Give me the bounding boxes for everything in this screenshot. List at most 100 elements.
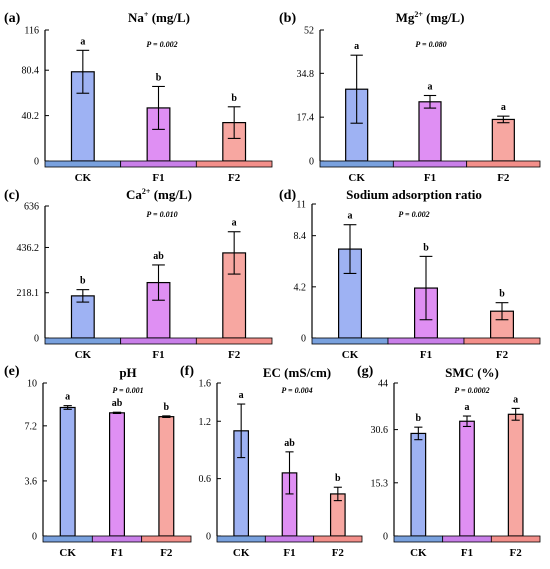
panel-title: pH [119,365,136,380]
error-bar-F1 [462,415,472,428]
error-bar-CK [63,405,72,410]
panel-title: Mg2+ (mg/L) [396,10,465,25]
x-tick-label-F1: F1 [152,349,164,361]
x-tick-label-F1: F1 [283,547,295,559]
category-strip-F1 [120,160,197,168]
x-tick-label-CK: CK [233,547,250,559]
panel-title: EC (mS/cm) [263,365,331,380]
panel-label: (c) [4,188,20,203]
y-tick-label: 0 [301,334,306,345]
significance-letter-CK: b [80,276,86,287]
significance-letter-F1: a [465,402,470,413]
y-tick-label: 15.3 [371,478,389,489]
x-tick-label-CK: CK [410,547,427,559]
x-tick-label-F1: F1 [420,349,432,361]
significance-letter-F2: a [232,218,237,229]
x-tick-label-F2: F2 [228,172,241,184]
y-tick-label: 11 [296,200,306,211]
panel-label: (g) [357,364,374,379]
category-strip-F2 [490,535,541,543]
significance-letter-F1: ab [153,251,164,262]
x-tick-label-F2: F2 [228,349,241,361]
panel-f: (f) EC (mS/cm) P = 0.004 0 0.6 1.2 1.6 a CK ab F1 b… [180,364,363,559]
y-tick-label: 1.2 [199,417,212,428]
x-tick-label-F1: F1 [111,547,123,559]
y-tick-label: 636 [24,202,39,213]
y-tick-label: 436.2 [17,243,40,254]
significance-letter-CK: a [65,392,70,403]
category-strip-F1 [442,535,492,543]
x-tick-label-F2: F2 [496,349,509,361]
y-tick-label: 0 [34,334,39,345]
panel-e: (e) pH P = 0.001 0 3.6 7.2 10 a CK ab F1 b F2 [4,364,192,559]
significance-letter-F1: b [423,242,429,253]
bar-F1 [459,420,475,537]
panel-d: (d) Sodium adsorption ratio P = 0.002 0 4.2 8… [279,187,541,361]
significance-letter-F2: b [335,473,341,484]
error-bar-CK [414,426,423,441]
x-tick-label-CK: CK [342,349,359,361]
x-tick-label-CK: CK [59,547,76,559]
p-value: P = 0.002 [146,40,177,49]
significance-letter-CK: a [80,36,85,47]
p-value: P = 0.001 [112,386,143,395]
x-tick-label-F1: F1 [152,172,164,184]
category-strip-F1 [387,337,465,345]
panel-label: (d) [279,188,296,203]
significance-letter-F1: ab [284,438,295,449]
significance-letter-F1: b [156,72,162,83]
category-strip-F2 [463,337,541,345]
error-bar-F1 [423,94,437,109]
y-tick-label: 30.6 [371,425,389,436]
y-tick-label: 7.2 [25,421,38,432]
error-bar-F2 [495,302,509,321]
error-bar-F2 [497,115,510,124]
p-value: P = 0.080 [415,40,446,49]
error-bar-CK [76,49,90,94]
y-tick-label: 0 [206,532,211,543]
error-bar-F2 [511,407,520,421]
error-bar-CK [237,403,246,459]
error-bar-F1 [285,451,294,495]
category-strip-F2 [195,160,273,168]
y-tick-label: 34.8 [297,69,315,80]
bar-CK [410,432,427,537]
category-strip-F2 [195,337,273,345]
category-strip-CK [319,160,394,168]
p-value: P = 0.0002 [454,386,489,395]
panel-label: (a) [4,11,21,26]
x-tick-label-F1: F1 [461,547,473,559]
category-strip-F1 [120,337,197,345]
x-tick-label-F2: F2 [497,172,510,184]
panel-c: (c) Ca2+ (mg/L) P = 0.010 0 218.1 436.2 636 b CK… [4,187,273,361]
significance-letter-F2: a [501,102,506,113]
y-tick-label: 3.6 [25,476,38,487]
significance-letter-F2: b [231,93,237,104]
significance-letter-F2: a [513,394,518,405]
panel-title: Sodium adsorption ratio [346,187,482,202]
error-bar-F1 [152,264,165,301]
category-strip-CK [44,160,122,168]
error-bar-F2 [227,231,241,275]
panel-title: Na+ (mg/L) [128,10,190,25]
y-tick-label: 80.4 [22,66,40,77]
y-tick-label: 0 [32,532,37,543]
y-tick-label: 218.1 [17,288,40,299]
category-strip-CK [216,535,266,543]
panel-title: SMC (%) [445,365,499,380]
y-tick-label: 0.6 [199,474,212,485]
y-tick-label: 17.4 [297,113,315,124]
category-strip-CK [44,337,122,345]
y-tick-label: 52 [304,26,314,37]
panel-label: (e) [4,364,20,379]
category-strip-F1 [392,160,468,168]
significance-letter-CK: a [239,390,244,401]
panel-title: Ca2+ (mg/L) [126,187,192,202]
category-strip-F1 [264,535,315,543]
panel-a: (a) Na+ (mg/L) P = 0.002 0 40.2 80.4 116 a CK b F1… [4,10,273,184]
y-tick-label: 0 [383,532,388,543]
bar-F2 [507,413,524,537]
category-strip-F2 [313,535,363,543]
y-tick-label: 0 [309,157,314,168]
y-tick-label: 10 [27,379,37,390]
